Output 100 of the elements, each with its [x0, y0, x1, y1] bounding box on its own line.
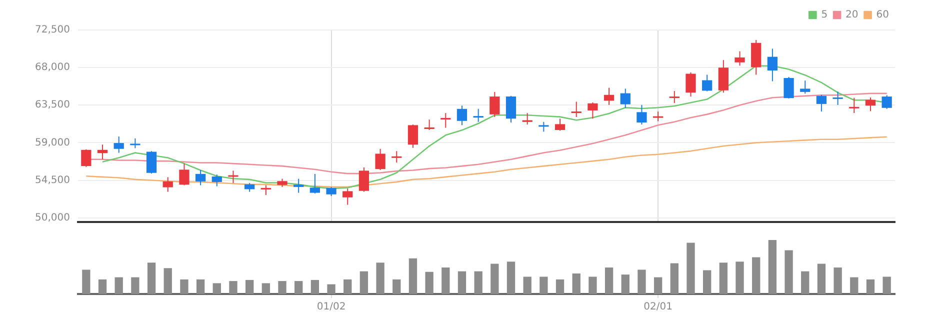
candlestick	[686, 72, 696, 98]
legend-label: 5	[821, 10, 828, 21]
candlestick	[456, 105, 468, 126]
bar	[294, 281, 303, 294]
candlestick	[392, 150, 402, 164]
candlestick	[162, 176, 173, 192]
bar	[703, 270, 712, 294]
legend-label: 60	[876, 10, 890, 21]
candlestick	[260, 184, 271, 196]
candlestick	[375, 148, 386, 170]
y-tick-label: 59,000	[35, 137, 70, 148]
bar	[360, 271, 368, 294]
candlestick	[506, 95, 516, 123]
candlestick	[636, 104, 647, 125]
bar	[131, 277, 140, 294]
bar	[278, 281, 286, 294]
bar	[670, 263, 678, 294]
bar	[882, 276, 891, 294]
candlestick	[800, 80, 810, 94]
candlestick	[604, 87, 614, 106]
candlestick	[865, 96, 876, 112]
candlestick	[326, 186, 336, 197]
bar	[376, 262, 384, 294]
candlestick	[114, 136, 124, 154]
candlestick	[408, 124, 418, 148]
candlestick	[228, 170, 238, 184]
legend-label: 20	[846, 10, 858, 21]
candlestick	[702, 74, 712, 92]
bar	[801, 271, 810, 294]
candlestick	[310, 173, 320, 194]
bar	[392, 279, 401, 294]
y-tick-label: 63,500	[35, 100, 70, 111]
bar	[540, 276, 548, 294]
bar	[82, 270, 90, 294]
bar	[458, 271, 466, 294]
bar	[866, 279, 875, 294]
bar	[572, 273, 580, 294]
bar	[719, 262, 728, 294]
candlestick	[179, 162, 190, 186]
bar	[817, 264, 826, 294]
candlestick	[554, 118, 566, 132]
candlestick	[669, 90, 680, 104]
candlestick	[734, 50, 745, 66]
bar	[245, 280, 254, 294]
bar	[344, 279, 352, 294]
candlestick	[816, 94, 827, 112]
y-tick-label: 54,500	[35, 174, 70, 186]
candlestick	[358, 166, 370, 192]
bar	[114, 277, 123, 294]
candlestick	[473, 108, 484, 122]
bar	[834, 268, 842, 294]
candlestick	[653, 110, 664, 122]
y-tick-label: 72,500	[35, 24, 70, 36]
bar	[212, 283, 221, 294]
bar	[638, 270, 646, 294]
bar	[588, 276, 597, 294]
bar	[425, 272, 434, 294]
candlestick	[97, 144, 108, 160]
y-tick-label: 50,000	[35, 212, 70, 224]
candlestick	[767, 48, 778, 82]
bar	[523, 276, 532, 294]
bar	[686, 242, 695, 294]
candlestick	[620, 88, 630, 108]
bar	[98, 279, 107, 294]
bar	[196, 279, 205, 294]
bar	[556, 279, 564, 294]
candlestick	[849, 97, 860, 114]
candlestick	[490, 91, 500, 118]
candlestick	[146, 150, 157, 174]
candlestick	[212, 174, 222, 187]
candlestick	[130, 138, 140, 149]
candlestick	[342, 188, 353, 206]
bar	[262, 283, 270, 294]
bar	[310, 280, 320, 294]
bar	[180, 279, 188, 294]
candlestick	[195, 169, 206, 186]
bar	[442, 268, 450, 294]
candlestick	[522, 112, 532, 125]
bar	[229, 281, 238, 294]
candlestick	[81, 148, 92, 168]
bar	[327, 284, 336, 294]
candlestick	[440, 112, 451, 128]
candlestick	[718, 60, 728, 94]
candlestick	[294, 178, 304, 194]
candlestick	[538, 121, 549, 132]
candlestick	[832, 91, 843, 106]
bar	[850, 277, 858, 294]
bar	[506, 262, 516, 294]
candlestick	[882, 94, 892, 110]
bar	[147, 262, 156, 294]
bar	[604, 268, 614, 294]
candlestick	[424, 119, 434, 131]
bar	[768, 240, 777, 294]
y-tick-label: 68,000	[35, 62, 70, 74]
bar	[784, 250, 793, 294]
x-tick-label: 01/02	[316, 302, 346, 313]
bar	[654, 277, 662, 294]
bar	[736, 262, 744, 294]
bar	[621, 274, 630, 294]
bar	[752, 257, 760, 294]
